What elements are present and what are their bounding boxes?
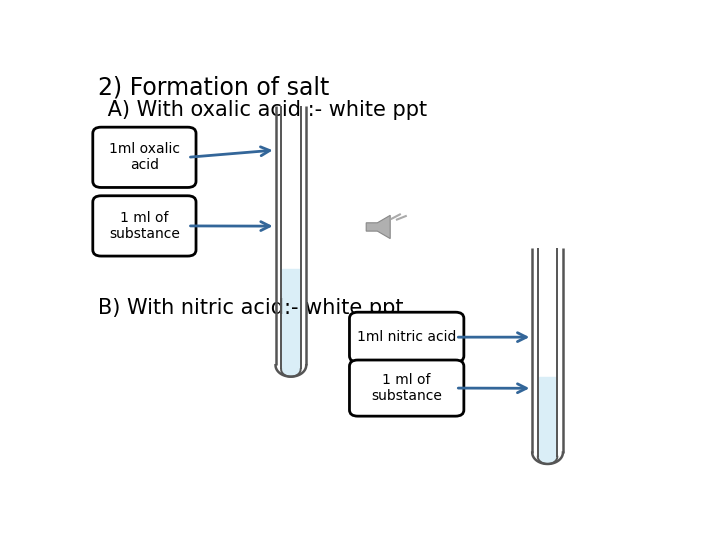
Bar: [539, 377, 557, 457]
Polygon shape: [539, 457, 557, 463]
Polygon shape: [282, 369, 300, 376]
Text: 1ml nitric acid: 1ml nitric acid: [357, 330, 456, 344]
FancyBboxPatch shape: [349, 360, 464, 416]
Text: 1ml oxalic
acid: 1ml oxalic acid: [109, 142, 180, 172]
Text: 1 ml of
substance: 1 ml of substance: [109, 211, 180, 241]
Polygon shape: [366, 215, 390, 239]
FancyBboxPatch shape: [93, 196, 196, 256]
Text: B) With nitric acid:- white ppt: B) With nitric acid:- white ppt: [99, 298, 404, 318]
Text: A) With oxalic acid :- white ppt: A) With oxalic acid :- white ppt: [101, 100, 427, 120]
FancyBboxPatch shape: [93, 127, 196, 187]
FancyBboxPatch shape: [349, 312, 464, 362]
Text: 2) Formation of salt: 2) Formation of salt: [99, 75, 330, 99]
Text: 1 ml of
substance: 1 ml of substance: [372, 373, 442, 403]
Bar: [282, 269, 300, 369]
